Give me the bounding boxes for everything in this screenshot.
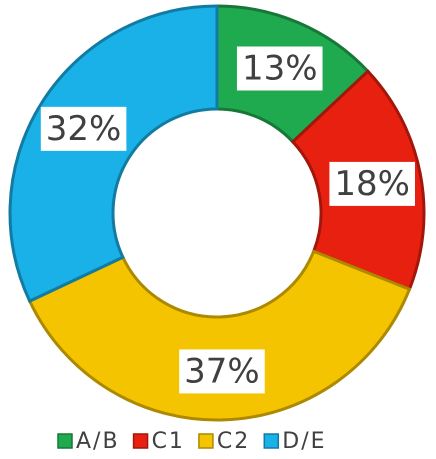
- data-label-box: [236, 46, 323, 91]
- data-label: 32%: [46, 109, 122, 149]
- legend-label: D/E: [282, 429, 326, 454]
- legend-swatch: [132, 433, 149, 449]
- data-label: 13%: [242, 48, 318, 88]
- donut-segment: [27, 249, 412, 422]
- donut-segment: [8, 4, 219, 304]
- legend-label: C1: [152, 429, 185, 454]
- data-label: 37%: [184, 351, 260, 391]
- legend-swatch: [263, 433, 280, 449]
- data-label: 18%: [334, 164, 410, 204]
- legend-label: C2: [217, 429, 250, 454]
- data-label-box: [329, 161, 415, 206]
- legend-swatch: [57, 433, 73, 449]
- data-label-box: [179, 349, 265, 394]
- data-label-box: [40, 106, 127, 151]
- legend-swatch: [198, 433, 214, 449]
- legend-label: A/B: [76, 429, 120, 454]
